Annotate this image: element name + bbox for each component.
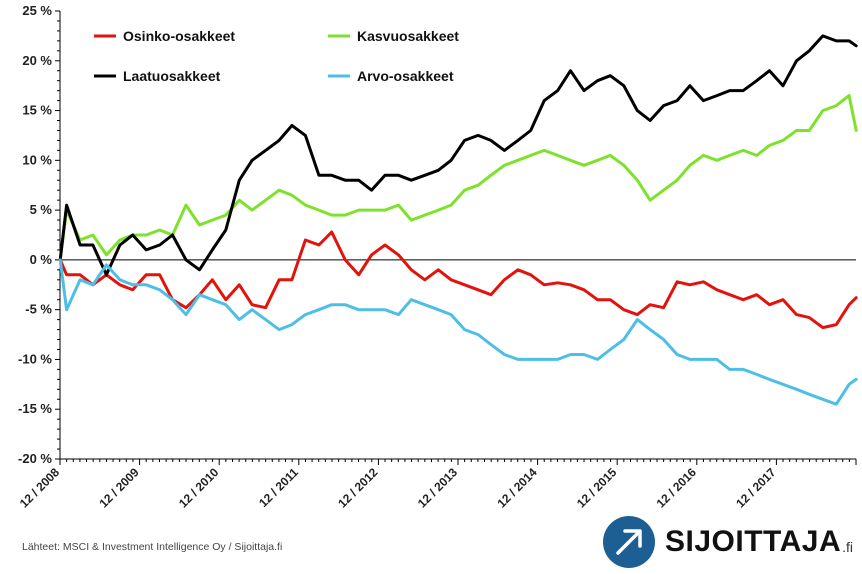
chart-legend: Osinko-osakkeet Kasvuosakkeet Laatuosakkee… xyxy=(94,28,459,84)
chart-axes xyxy=(55,10,857,465)
arrow-up-right-icon xyxy=(603,516,655,568)
y-tick-label: -5 % xyxy=(25,302,52,317)
legend-label: Arvo-osakkeet xyxy=(357,68,454,84)
series-line-3 xyxy=(58,258,858,406)
y-tick-label: 0 % xyxy=(30,252,53,267)
x-tick-label: 12 / 2011 xyxy=(256,465,301,510)
y-tick-label: -10 % xyxy=(18,351,52,366)
legend-label: Kasvuosakkeet xyxy=(357,28,459,44)
y-tick-label: 10 % xyxy=(22,152,52,167)
x-tick-label: 12 / 2009 xyxy=(96,465,142,511)
x-tick-label: 12 / 2008 xyxy=(17,465,63,511)
y-tick-label: 15 % xyxy=(22,103,52,118)
x-tick-label: 12 / 2016 xyxy=(654,465,700,511)
chart-lines xyxy=(58,34,858,406)
legend-label: Osinko-osakkeet xyxy=(123,28,235,44)
series-line-0 xyxy=(58,230,858,330)
source-note: Lähteet: MSCI & Investment Intelligence … xyxy=(22,541,283,553)
y-tick-label: -15 % xyxy=(18,401,52,416)
y-tick-label: -20 % xyxy=(18,451,52,466)
series-line-1 xyxy=(58,94,858,262)
logo-wordmark: SIJOITTAJA xyxy=(665,525,842,558)
y-tick-label: 25 % xyxy=(22,3,52,18)
y-tick-label: 5 % xyxy=(30,202,53,217)
y-tick-label: 20 % xyxy=(22,53,52,68)
logo-suffix: .fi xyxy=(842,539,854,555)
x-tick-label: 12 / 2013 xyxy=(415,465,461,511)
x-tick-label: 12 / 2012 xyxy=(335,465,381,511)
x-tick-label: 12 / 2010 xyxy=(176,465,222,511)
x-tick-label: 12 / 2014 xyxy=(494,465,540,511)
brand-logo: SIJOITTAJA .fi xyxy=(603,516,853,568)
x-tick-label: 12 / 2017 xyxy=(733,465,779,511)
legend-label: Laatuosakkeet xyxy=(123,68,221,84)
series-line-2 xyxy=(58,34,858,277)
x-tick-label: 12 / 2015 xyxy=(574,465,620,511)
